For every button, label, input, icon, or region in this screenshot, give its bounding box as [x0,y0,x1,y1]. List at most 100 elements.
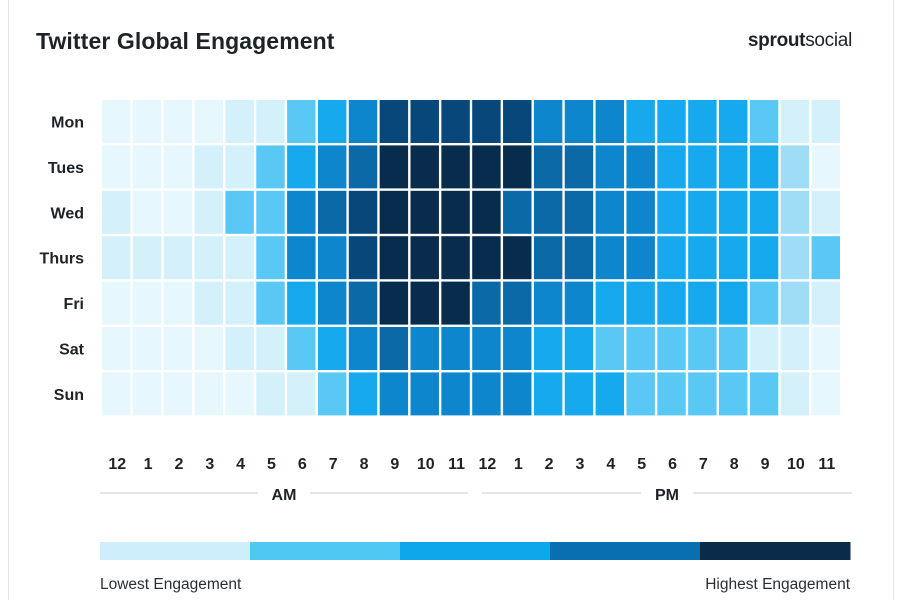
heatmap-cell [379,327,409,370]
heatmap-cell [564,327,594,370]
heatmap-cell [163,372,193,416]
heatmap-cell [719,327,748,370]
heatmap-cell [564,236,594,280]
heatmap-cell [348,281,378,325]
heatmap-cell [780,281,810,325]
heatmap-cell [780,236,810,280]
heatmap-cell [348,372,378,416]
heatmap-cell [780,145,810,189]
legend-low-label: Lowest Engagement [100,576,242,593]
heatmap-cell [317,236,347,280]
heatmap-cell [749,281,779,325]
heatmap-cell [287,145,316,189]
heatmap-cell [688,236,717,280]
heatmap-cell [379,100,409,143]
heatmap-cell [719,281,748,325]
heatmap-cell [533,100,563,143]
hour-label: 3 [576,456,585,473]
hour-label: 1 [144,456,153,473]
heatmap-cell [348,327,378,370]
heatmap-cell [811,145,840,189]
heatmap-cell [225,236,254,280]
heatmap-cell [749,145,779,189]
hour-label: 9 [390,456,399,473]
hour-label: 10 [787,456,805,473]
day-label: Sun [54,387,84,404]
heatmap-cell [688,372,717,416]
hour-label: 2 [545,456,554,473]
hour-label: 4 [606,456,615,473]
heatmap-cell [317,100,347,143]
day-labels: Mon Tues Wed Thurs Fri Sat Sun [40,115,85,404]
heatmap-cell [102,100,131,143]
heatmap-cell [256,190,285,234]
heatmap-cell [348,236,378,280]
legend-swatch [100,542,251,560]
hour-label: 12 [479,456,497,473]
heatmap-cell [472,236,501,280]
heatmap-cell [287,236,316,280]
hour-label: 11 [448,456,465,473]
heatmap-cell [533,190,563,234]
heatmap-cell [503,236,532,280]
heatmap-cell [410,327,439,370]
heatmap-cell [564,100,594,143]
legend-swatch [700,542,851,560]
heatmap-cell [533,327,563,370]
heatmap-cell [256,100,285,143]
heatmap-cell [379,145,409,189]
heatmap-cell [719,145,748,189]
period-label: PM [655,487,679,504]
heatmap-cell [132,145,162,189]
heatmap-cell [564,281,594,325]
hour-label: 4 [236,456,245,473]
heatmap-cell [626,190,655,234]
heatmap-cell [163,145,193,189]
heatmap-cell [472,281,501,325]
heatmap-cell [595,100,625,143]
heatmap-cell [102,327,131,370]
heatmap-cell [194,372,223,416]
heatmap-cell [410,281,439,325]
heatmap-cell [379,236,409,280]
heatmap-cell [256,327,285,370]
heatmap-cell [317,145,347,189]
heatmap-cell [225,372,254,416]
heatmap-cell [564,190,594,234]
heatmap-cell [503,145,532,189]
heatmap-cell [595,145,625,189]
heatmap-cell [410,236,439,280]
heatmap-cell [657,190,686,234]
heatmap-cell [256,372,285,416]
heatmap-cell [688,281,717,325]
heatmap-cell [256,236,285,280]
heatmap-cell [225,145,254,189]
brand-logo-part1: sprout [747,30,806,51]
heatmap-cell [595,190,625,234]
heatmap-cell [379,372,409,416]
heatmap-cell [811,190,840,234]
legend-swatch [400,542,551,560]
heatmap-cell [688,327,717,370]
heatmap-cell [194,190,223,234]
heatmap-cell [719,372,748,416]
hour-label: 6 [668,456,677,473]
heatmap-cell [564,372,594,416]
heatmap-cell [719,190,748,234]
heatmap-cell [472,190,501,234]
heatmap-cell [102,281,131,325]
heatmap-cell [533,372,563,416]
heatmap-cell [749,236,779,280]
heatmap-cell [194,236,223,280]
heatmap-cell [472,145,501,189]
day-label: Tues [48,160,84,177]
heatmap-cell [348,190,378,234]
heatmap-cell [194,281,223,325]
heatmap-cell [780,100,810,143]
heatmap-cell [688,100,717,143]
heatmap-cell [287,327,316,370]
heatmap-cell [441,100,470,143]
heatmap-cell [657,100,686,143]
hour-label: 5 [267,456,276,473]
